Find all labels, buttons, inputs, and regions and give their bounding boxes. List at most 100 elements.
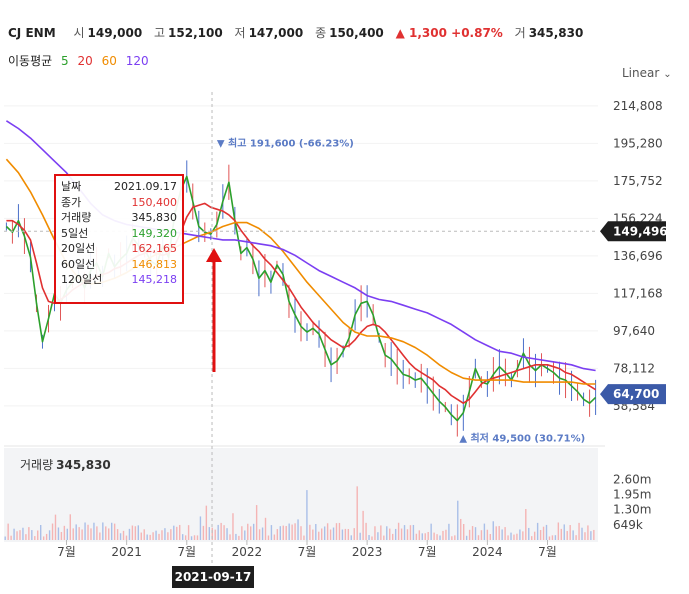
volume-bar — [116, 529, 119, 540]
volume-bar — [134, 526, 137, 540]
volume-bar — [48, 530, 51, 540]
volume-bar — [536, 522, 539, 540]
volume-bar — [427, 531, 429, 540]
volume-bar — [25, 534, 27, 540]
volume-bar — [386, 526, 388, 540]
volume-bar — [282, 525, 284, 540]
volume-bar — [220, 522, 222, 540]
volume-bar — [99, 532, 101, 540]
volume-bar — [312, 529, 314, 540]
volume-bar — [152, 532, 154, 540]
tooltip-value: 150,400 — [131, 195, 178, 209]
volume-bar — [477, 535, 480, 540]
open-value: 149,000 — [87, 26, 143, 40]
volume-bar — [264, 517, 267, 540]
volume-bar — [69, 514, 71, 540]
time-tick-label: 2022 — [232, 545, 263, 559]
volume-bar — [495, 526, 497, 540]
volume-bar — [542, 526, 545, 540]
volume-bar — [332, 527, 335, 540]
volume-bar — [465, 535, 468, 540]
volume-bar — [190, 536, 193, 540]
volume-bar — [326, 523, 329, 540]
tooltip-label: 20일선 — [61, 242, 96, 255]
volume-bar — [300, 526, 302, 540]
volume-bar — [457, 500, 459, 540]
high-value: 152,100 — [168, 26, 223, 40]
max-price-annotation: ▼ 최고 191,600 (-66.23%) — [217, 136, 354, 149]
volume-bar — [90, 528, 92, 540]
volume-bar — [409, 525, 412, 540]
crosshair-price-background — [600, 221, 666, 242]
volume-bar — [397, 522, 400, 540]
volume-bar — [164, 528, 166, 540]
volume-bar — [34, 536, 36, 540]
volume-bar — [187, 525, 190, 540]
volume-bar — [179, 524, 181, 540]
ma-legend: 이동평균 5 20 60 120 — [8, 52, 154, 69]
price-tick-label: 117,168 — [613, 286, 663, 300]
volume-bar — [267, 535, 270, 540]
tooltip-label: 60일선 — [61, 257, 96, 271]
volume-bar — [501, 529, 503, 540]
volume-bar — [102, 522, 104, 540]
volume-bar — [371, 536, 373, 540]
volume-tick-label: 2.60m — [613, 472, 651, 486]
open-label: 시 — [73, 26, 85, 40]
volume-bar — [288, 523, 290, 540]
volume-bar — [454, 535, 456, 540]
volume-bar — [533, 531, 536, 540]
volume-bar — [279, 526, 281, 540]
volume-bar — [176, 526, 178, 540]
scale-mode-label: Linear — [622, 66, 660, 80]
min-price-annotation: ▲ 최저 49,500 (30.71%) — [459, 431, 585, 444]
volume-bar — [471, 526, 474, 540]
volume-bar — [119, 533, 122, 540]
ma-legend-60[interactable]: 60 — [101, 54, 117, 68]
scale-mode-toggle[interactable]: Linear ⌄ — [622, 66, 672, 80]
volume-tick-label: 649k — [613, 518, 643, 532]
volume-bar — [350, 535, 352, 540]
volume-tick-label: 1.30m — [613, 503, 651, 517]
volume-bar — [418, 530, 421, 540]
volume-bar — [122, 530, 125, 540]
volume-bar — [4, 536, 6, 540]
volume-bar — [149, 534, 151, 540]
volume-bar — [173, 525, 175, 540]
volume-tick-label: 1.95m — [613, 488, 651, 502]
volume-bar — [566, 531, 568, 540]
volume-bar — [143, 529, 145, 540]
ma-legend-5[interactable]: 5 — [61, 54, 69, 68]
close-label: 종 — [315, 26, 327, 40]
volume-bar — [250, 526, 252, 540]
tooltip-value: 149,320 — [131, 226, 178, 240]
volume-bar — [486, 529, 489, 540]
volume-bar — [51, 523, 54, 540]
ma-legend-20[interactable]: 20 — [77, 54, 93, 68]
tooltip-row-volume: 거래량 345,830 — [61, 210, 177, 226]
volume-bar — [276, 529, 279, 540]
ma-legend-120[interactable]: 120 — [125, 54, 149, 68]
tooltip-row-date: 날짜 2021.09.17 — [61, 179, 177, 195]
volume-bar — [578, 522, 580, 540]
volume-bar — [389, 528, 391, 540]
crosshair-price-label: 149,496 — [613, 224, 668, 238]
volume-bar — [347, 529, 350, 540]
volume-bar — [548, 536, 551, 540]
time-tick-label: 7월 — [418, 545, 437, 559]
volume-bar — [181, 534, 184, 540]
volume-bar — [54, 514, 57, 540]
volume-bar — [63, 525, 66, 540]
volume-bar — [7, 523, 9, 540]
volume-bar — [229, 534, 231, 540]
volume-bar — [510, 532, 512, 540]
volume-bar — [39, 525, 42, 540]
volume-bar — [297, 519, 299, 540]
volume-bar — [318, 531, 320, 540]
tooltip-value: 345,830 — [131, 211, 178, 224]
volume-bar — [480, 530, 483, 540]
volume-bar — [569, 525, 571, 540]
volume-bar — [421, 533, 423, 540]
volume-bar — [19, 530, 21, 540]
